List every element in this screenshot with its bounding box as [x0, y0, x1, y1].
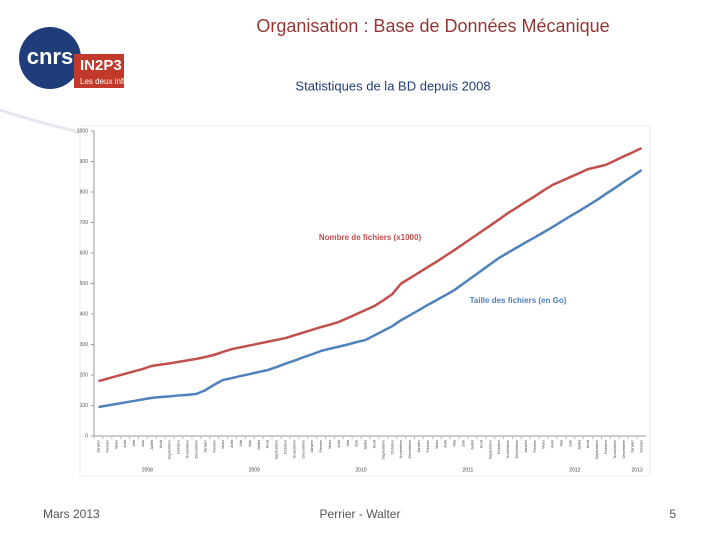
x-tick-label: Février [425, 439, 430, 452]
x-tick-label: Décembre [300, 439, 305, 458]
x-tick-label: Juin [140, 440, 145, 447]
logo-tagline: Les deux infinis [80, 77, 135, 86]
x-tick-label: Octobre [496, 439, 501, 454]
x-tick-label: Décembre [193, 439, 198, 458]
x-tick-label: Décembre [621, 439, 626, 458]
x-tick-label: Octobre [603, 439, 608, 454]
footer-date: Mars 2013 [43, 507, 100, 521]
x-tick-label: Janvier [309, 439, 314, 453]
x-tick-label: Septembre [380, 439, 385, 459]
x-tick-label: Juillet [363, 439, 368, 450]
y-tick-label: 1000 [77, 128, 88, 134]
x-tick-label: Novembre [398, 439, 403, 458]
year-label: 2010 [356, 467, 367, 473]
x-tick-label: Avril [443, 440, 448, 448]
x-tick-label: Août [158, 439, 163, 448]
x-tick-label: Janvier [630, 439, 635, 453]
x-tick-label: Juillet [149, 439, 154, 450]
x-tick-label: Février [318, 439, 323, 452]
x-tick-label: Juillet [576, 439, 581, 450]
x-tick-label: Juin [354, 440, 359, 447]
year-label: 2013 [632, 467, 643, 473]
logo-circle [19, 27, 81, 89]
x-tick-label: Septembre [594, 439, 599, 459]
x-tick-label: Avril [122, 440, 127, 448]
y-tick-label: 800 [80, 189, 89, 195]
x-tick-label: Novembre [291, 439, 296, 458]
x-tick-label: Décembre [514, 439, 519, 458]
x-tick-label: Mars [434, 440, 439, 449]
x-tick-label: Juin [247, 440, 252, 447]
x-tick-label: Octobre [389, 439, 394, 454]
series-line [98, 146, 643, 383]
year-label: 2011 [463, 467, 474, 473]
y-tick-label: 700 [80, 220, 89, 226]
x-tick-label: Mars [327, 440, 332, 449]
x-tick-label: Février [532, 439, 537, 452]
x-tick-label: Août [478, 439, 483, 448]
x-tick-label: Janvier [523, 439, 528, 453]
x-tick-label: Juin [567, 440, 572, 447]
x-tick-label: Août [265, 439, 270, 448]
x-tick-label: Mai [558, 440, 563, 447]
x-tick-label: Décembre [407, 439, 412, 458]
x-tick-label: Mai [345, 440, 350, 447]
x-tick-label: Mai [452, 440, 457, 447]
x-tick-label: Mars [541, 440, 546, 449]
series-label: Nombre de fichiers (x1000) [319, 233, 422, 242]
series-label: Taille des fichiers (en Go) [470, 296, 567, 305]
x-tick-label: Février [211, 439, 216, 452]
series-line [98, 169, 643, 409]
year-label: 2012 [569, 467, 580, 473]
x-tick-label: Avril [229, 440, 234, 448]
y-tick-label: 600 [80, 250, 89, 256]
x-tick-label: Juillet [256, 439, 261, 450]
logo-mark: cnrs [27, 44, 73, 69]
logo-band [74, 54, 124, 88]
x-tick-label: Juillet [469, 439, 474, 450]
x-tick-label: Octobre [176, 439, 181, 454]
x-tick-label: Avril [550, 440, 555, 448]
y-tick-label: 0 [85, 433, 88, 439]
x-tick-label: Avril [336, 440, 341, 448]
x-tick-label: Novembre [185, 439, 190, 458]
logo-name: IN2P3 [80, 57, 122, 74]
y-tick-label: 300 [80, 342, 89, 348]
x-tick-label: Janvier [416, 439, 421, 453]
x-tick-label: Février [104, 439, 109, 452]
x-tick-label: Mars [220, 440, 225, 449]
x-tick-label: Novembre [505, 439, 510, 458]
x-tick-label: Juin [461, 440, 466, 447]
x-tick-label: Février [639, 439, 644, 452]
y-tick-label: 400 [80, 311, 89, 317]
x-tick-label: Août [372, 439, 377, 448]
year-label: 2009 [249, 467, 260, 473]
x-tick-label: Mai [238, 440, 243, 447]
slide-subtitle: Statistiques de la BD depuis 2008 [295, 78, 490, 93]
x-tick-label: Novembre [612, 439, 617, 458]
y-tick-label: 500 [80, 281, 89, 287]
slide-title: Organisation : Base de Données Mécanique [256, 16, 609, 36]
x-tick-label: Octobre [282, 439, 287, 454]
x-tick-label: Janvier [202, 439, 207, 453]
x-tick-label: Mars [113, 440, 118, 449]
x-tick-label: Janvier [96, 439, 101, 453]
x-tick-label: Septembre [487, 439, 492, 459]
year-label: 2008 [142, 467, 153, 473]
y-tick-label: 100 [80, 403, 89, 409]
x-tick-label: Mai [131, 440, 136, 447]
y-tick-label: 200 [80, 372, 89, 378]
footer-authors: Perrier - Walter [320, 507, 401, 521]
page-number: 5 [669, 507, 676, 521]
x-tick-label: Septembre [274, 439, 279, 459]
x-tick-label: Août [585, 439, 590, 448]
x-tick-label: Septembre [167, 439, 172, 459]
y-tick-label: 900 [80, 159, 89, 165]
